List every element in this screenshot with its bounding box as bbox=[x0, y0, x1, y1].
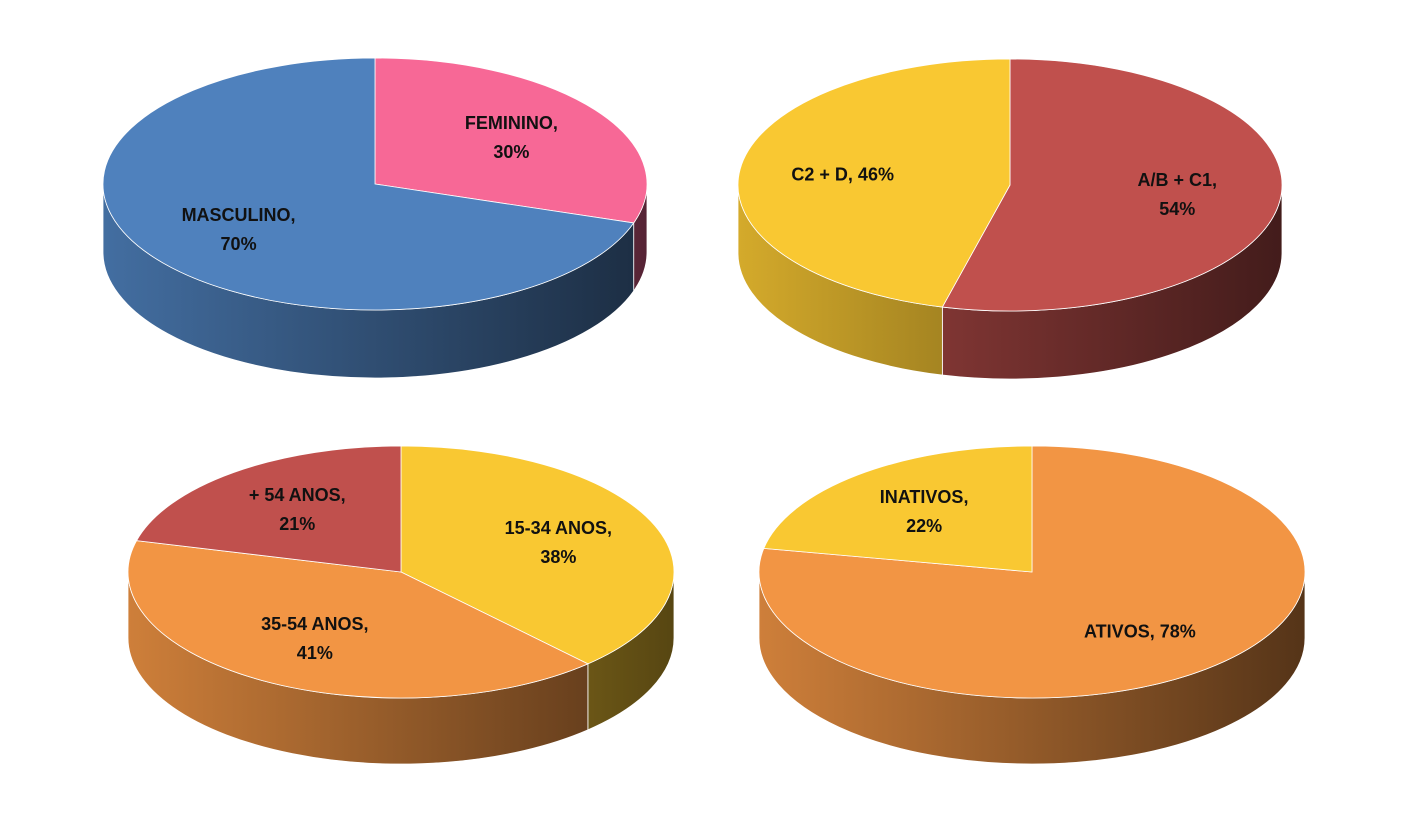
data-label: C2 + D, 46% bbox=[791, 164, 894, 185]
pie-chart bbox=[102, 57, 648, 379]
slice bbox=[758, 445, 1306, 699]
data-label: 15-34 ANOS, 38% bbox=[504, 518, 613, 568]
slice bbox=[763, 445, 1033, 573]
pie-chart bbox=[758, 445, 1306, 765]
data-label: ATIVOS, 78% bbox=[1084, 621, 1196, 642]
data-label: + 54 ANOS, 21% bbox=[248, 485, 346, 535]
slice bbox=[135, 445, 402, 573]
pie-chart bbox=[127, 445, 675, 765]
pie-chart bbox=[737, 58, 1283, 380]
slice bbox=[374, 57, 648, 224]
data-label: INATIVOS, 22% bbox=[879, 486, 969, 536]
slice bbox=[127, 540, 589, 699]
data-label: A/B + C1, 54% bbox=[1137, 169, 1218, 219]
slice bbox=[737, 58, 1011, 308]
data-label: 35-54 ANOS, 41% bbox=[261, 614, 369, 664]
data-label: FEMININO, 30% bbox=[464, 113, 558, 163]
slice bbox=[941, 58, 1283, 312]
slice bbox=[102, 57, 635, 311]
data-label: MASCULINO, 70% bbox=[181, 204, 296, 254]
slice bbox=[400, 445, 675, 665]
